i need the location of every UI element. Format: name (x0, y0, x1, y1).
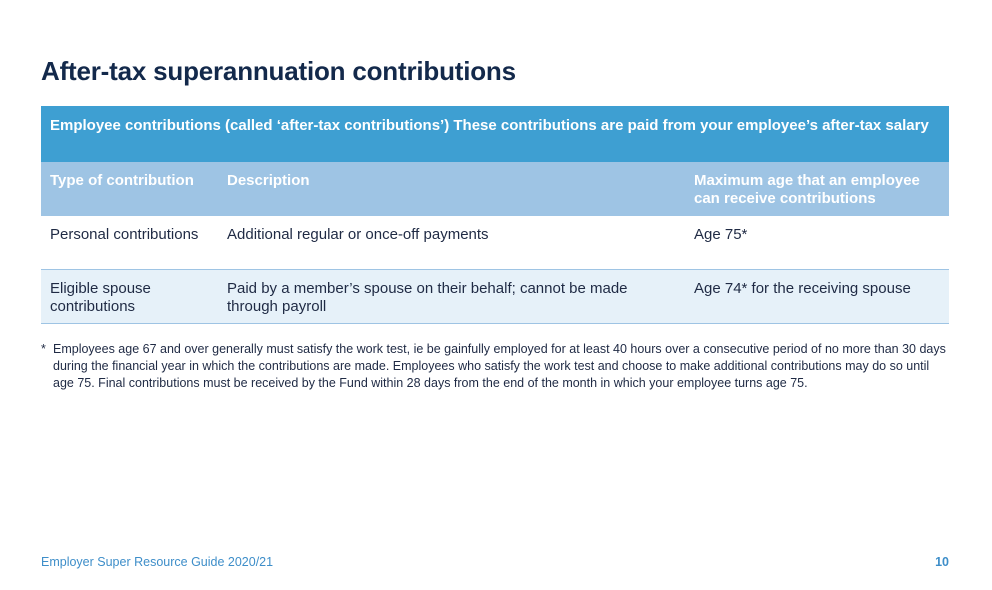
column-header-max-age: Maximum age that an employee can receive… (685, 162, 949, 216)
cell-type: Personal contributions (41, 216, 218, 270)
cell-max-age: Age 74* for the receiving spouse (685, 269, 949, 324)
cell-description: Additional regular or once-off payments (218, 216, 685, 270)
footnote-text: Employees age 67 and over generally must… (53, 342, 946, 390)
cell-type: Eligible spouse contributions (41, 269, 218, 324)
contributions-table: Employee contributions (called ‘after-ta… (41, 106, 949, 324)
column-header-description: Description (218, 162, 685, 216)
table-header-row: Type of contribution Description Maximum… (41, 162, 949, 216)
table-banner: Employee contributions (called ‘after-ta… (41, 106, 949, 162)
table-banner-row: Employee contributions (called ‘after-ta… (41, 106, 949, 162)
footer-page-number: 10 (935, 555, 949, 569)
page-title: After-tax superannuation contributions (41, 56, 516, 86)
cell-max-age: Age 75* (685, 216, 949, 270)
cell-description: Paid by a member’s spouse on their behal… (218, 269, 685, 324)
footnote: * Employees age 67 and over generally mu… (41, 341, 949, 392)
table-row: Personal contributions Additional regula… (41, 216, 949, 270)
footnote-marker: * (41, 342, 46, 356)
table-row: Eligible spouse contributions Paid by a … (41, 269, 949, 324)
column-header-type: Type of contribution (41, 162, 218, 216)
footer-guide-title: Employer Super Resource Guide 2020/21 (41, 555, 274, 569)
